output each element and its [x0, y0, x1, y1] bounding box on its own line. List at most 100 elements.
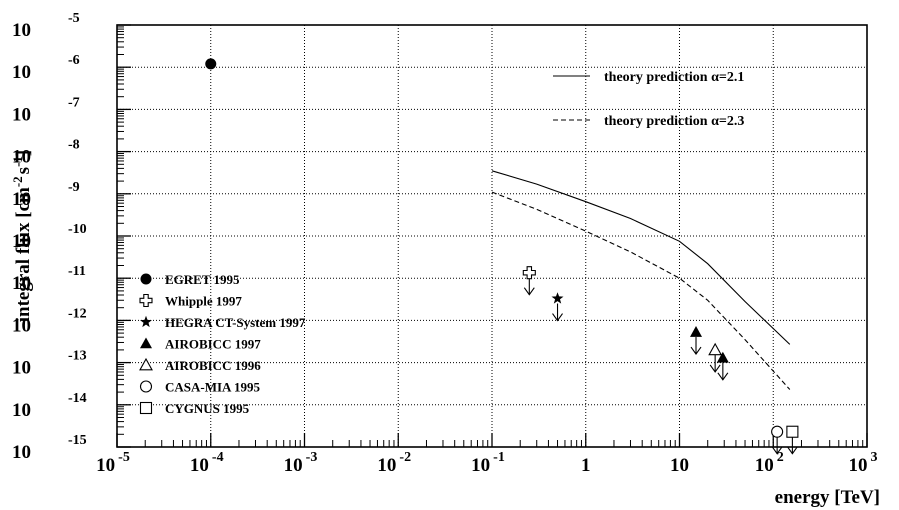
- y-tick-base: 10: [12, 231, 31, 252]
- data-points: [205, 58, 799, 455]
- legend-label: CYGNUS 1995: [165, 401, 250, 416]
- data-point: [522, 266, 536, 280]
- x-tick-label: 10 -3: [284, 450, 318, 476]
- x-tick-labels: 10 -5 10 -4 10 -3 10 -2 10 -1 1 10 10 2 10 3: [96, 450, 877, 476]
- legend-marker: [140, 337, 152, 349]
- y-tick-base: 10: [12, 147, 31, 168]
- marker-filled-triangle: [716, 351, 729, 363]
- x-tick-base: 10: [284, 455, 303, 476]
- y-tick-exponent: -13: [68, 349, 87, 364]
- y-tick-exponent: -9: [68, 180, 80, 195]
- upper-limit-arrow: [771, 436, 783, 455]
- upper-limit-arrow: [690, 337, 702, 355]
- x-tick-exponent: -5: [118, 450, 130, 465]
- legend-marker: [140, 315, 152, 328]
- y-tick-base: 10: [12, 400, 31, 421]
- x-tick-label: 10 2: [755, 450, 784, 476]
- arrow-head: [771, 446, 783, 455]
- marker-open-square: [139, 401, 153, 415]
- y-tick-base: 10: [12, 315, 31, 336]
- x-tick-base: 10: [96, 455, 115, 476]
- legend-marker: [139, 293, 153, 308]
- marker-open-circle: [771, 425, 784, 438]
- data-point: [771, 425, 784, 438]
- grid: [117, 25, 867, 447]
- upper-limit-arrow: [552, 303, 563, 322]
- y-axis-title-main: integral flux [cm: [13, 187, 34, 322]
- y-tick-labels: 10 -15 10 -14 10 -13 10 -12 10 -11 10 -10 10 -9 10 -8 10…: [12, 11, 87, 463]
- upper-limit-arrow: [523, 277, 535, 296]
- data-point: [205, 58, 217, 70]
- y-tick-exponent: -12: [68, 306, 87, 321]
- legend: EGRET 1995 Whipple 1997 HEGRA CT-System 19…: [139, 272, 306, 416]
- x-tick-exponent: -4: [212, 450, 224, 465]
- y-tick-exponent: -10: [68, 222, 87, 237]
- data-point: [786, 425, 799, 438]
- legend-label: EGRET 1995: [165, 272, 240, 287]
- y-axis-title-end: ]: [13, 150, 34, 156]
- arrow-head: [717, 372, 729, 381]
- marker-open-square: [786, 425, 799, 438]
- x-tick-label: 1: [581, 455, 591, 476]
- y-tick-exponent: -11: [68, 264, 86, 279]
- legend-label: AIROBICC 1996: [165, 358, 261, 373]
- y-tick-exponent: -15: [68, 433, 87, 448]
- theory-legend-label: theory prediction α=2.3: [604, 114, 744, 129]
- x-tick-label: 10 3: [849, 450, 878, 476]
- x-tick-base: 10: [670, 455, 689, 476]
- y-tick-exponent: -14: [68, 391, 87, 406]
- marker-filled-star: [551, 292, 564, 304]
- x-tick-exponent: -3: [306, 450, 318, 465]
- y-tick-base: 10: [12, 273, 31, 294]
- marker-filled-circle: [205, 58, 217, 70]
- y-tick-exponent: -8: [68, 138, 80, 153]
- marker-open-triangle: [139, 357, 153, 371]
- x-tick-label: 10 -5: [96, 450, 130, 476]
- y-tick-base: 10: [12, 62, 31, 83]
- legend-marker: [139, 401, 153, 415]
- x-tick-label: 10: [670, 455, 689, 476]
- x-tick-base: 10: [377, 455, 396, 476]
- x-tick-exponent: 3: [871, 450, 878, 465]
- y-tick-base: 10: [12, 358, 31, 379]
- y-axis-title-mid: s: [13, 167, 34, 174]
- theory-line-1: [491, 170, 791, 345]
- theory-legend-label: theory prediction α=2.1: [604, 70, 744, 85]
- arrow-head: [709, 364, 721, 373]
- x-tick-base: 10: [849, 455, 868, 476]
- marker-filled-triangle: [690, 326, 703, 337]
- x-tick-base: 10: [471, 455, 490, 476]
- marker-open-cross: [522, 266, 536, 280]
- y-tick-exponent: -7: [68, 95, 80, 110]
- data-point: [708, 342, 723, 356]
- x-tick-base: 1: [581, 455, 591, 476]
- marker-filled-triangle: [140, 337, 152, 349]
- legend-label: HEGRA CT-System 1997: [165, 315, 306, 330]
- arrow-head: [523, 287, 535, 296]
- data-point: [716, 351, 729, 363]
- y-tick-base: 10: [12, 20, 31, 41]
- axis-ticks: [116, 24, 868, 448]
- arrow-head: [786, 446, 798, 455]
- y-axis-title: integral flux [cm-2 s-1]: [10, 150, 34, 323]
- legend-marker: [139, 357, 153, 371]
- upper-limit-arrow: [786, 436, 798, 455]
- arrow-head: [552, 313, 563, 322]
- marker-filled-star: [140, 315, 152, 328]
- x-tick-base: 10: [755, 455, 774, 476]
- legend-label: CASA-MIA 1995: [165, 380, 260, 395]
- x-tick-label: 10 -1: [471, 450, 505, 476]
- x-tick-label: 10 -2: [377, 450, 411, 476]
- y-tick-base: 10: [12, 189, 31, 210]
- marker-open-cross: [139, 293, 153, 308]
- upper-limit-arrow: [717, 362, 729, 381]
- legend-label: Whipple 1997: [165, 294, 242, 309]
- y-tick-exponent: -6: [68, 53, 80, 68]
- x-axis-title: energy [TeV]: [775, 487, 880, 508]
- x-tick-exponent: 2: [777, 450, 784, 465]
- marker-open-triangle: [708, 342, 723, 356]
- marker-open-circle: [139, 380, 153, 393]
- x-tick-exponent: -2: [399, 450, 411, 465]
- x-tick-exponent: -1: [493, 450, 505, 465]
